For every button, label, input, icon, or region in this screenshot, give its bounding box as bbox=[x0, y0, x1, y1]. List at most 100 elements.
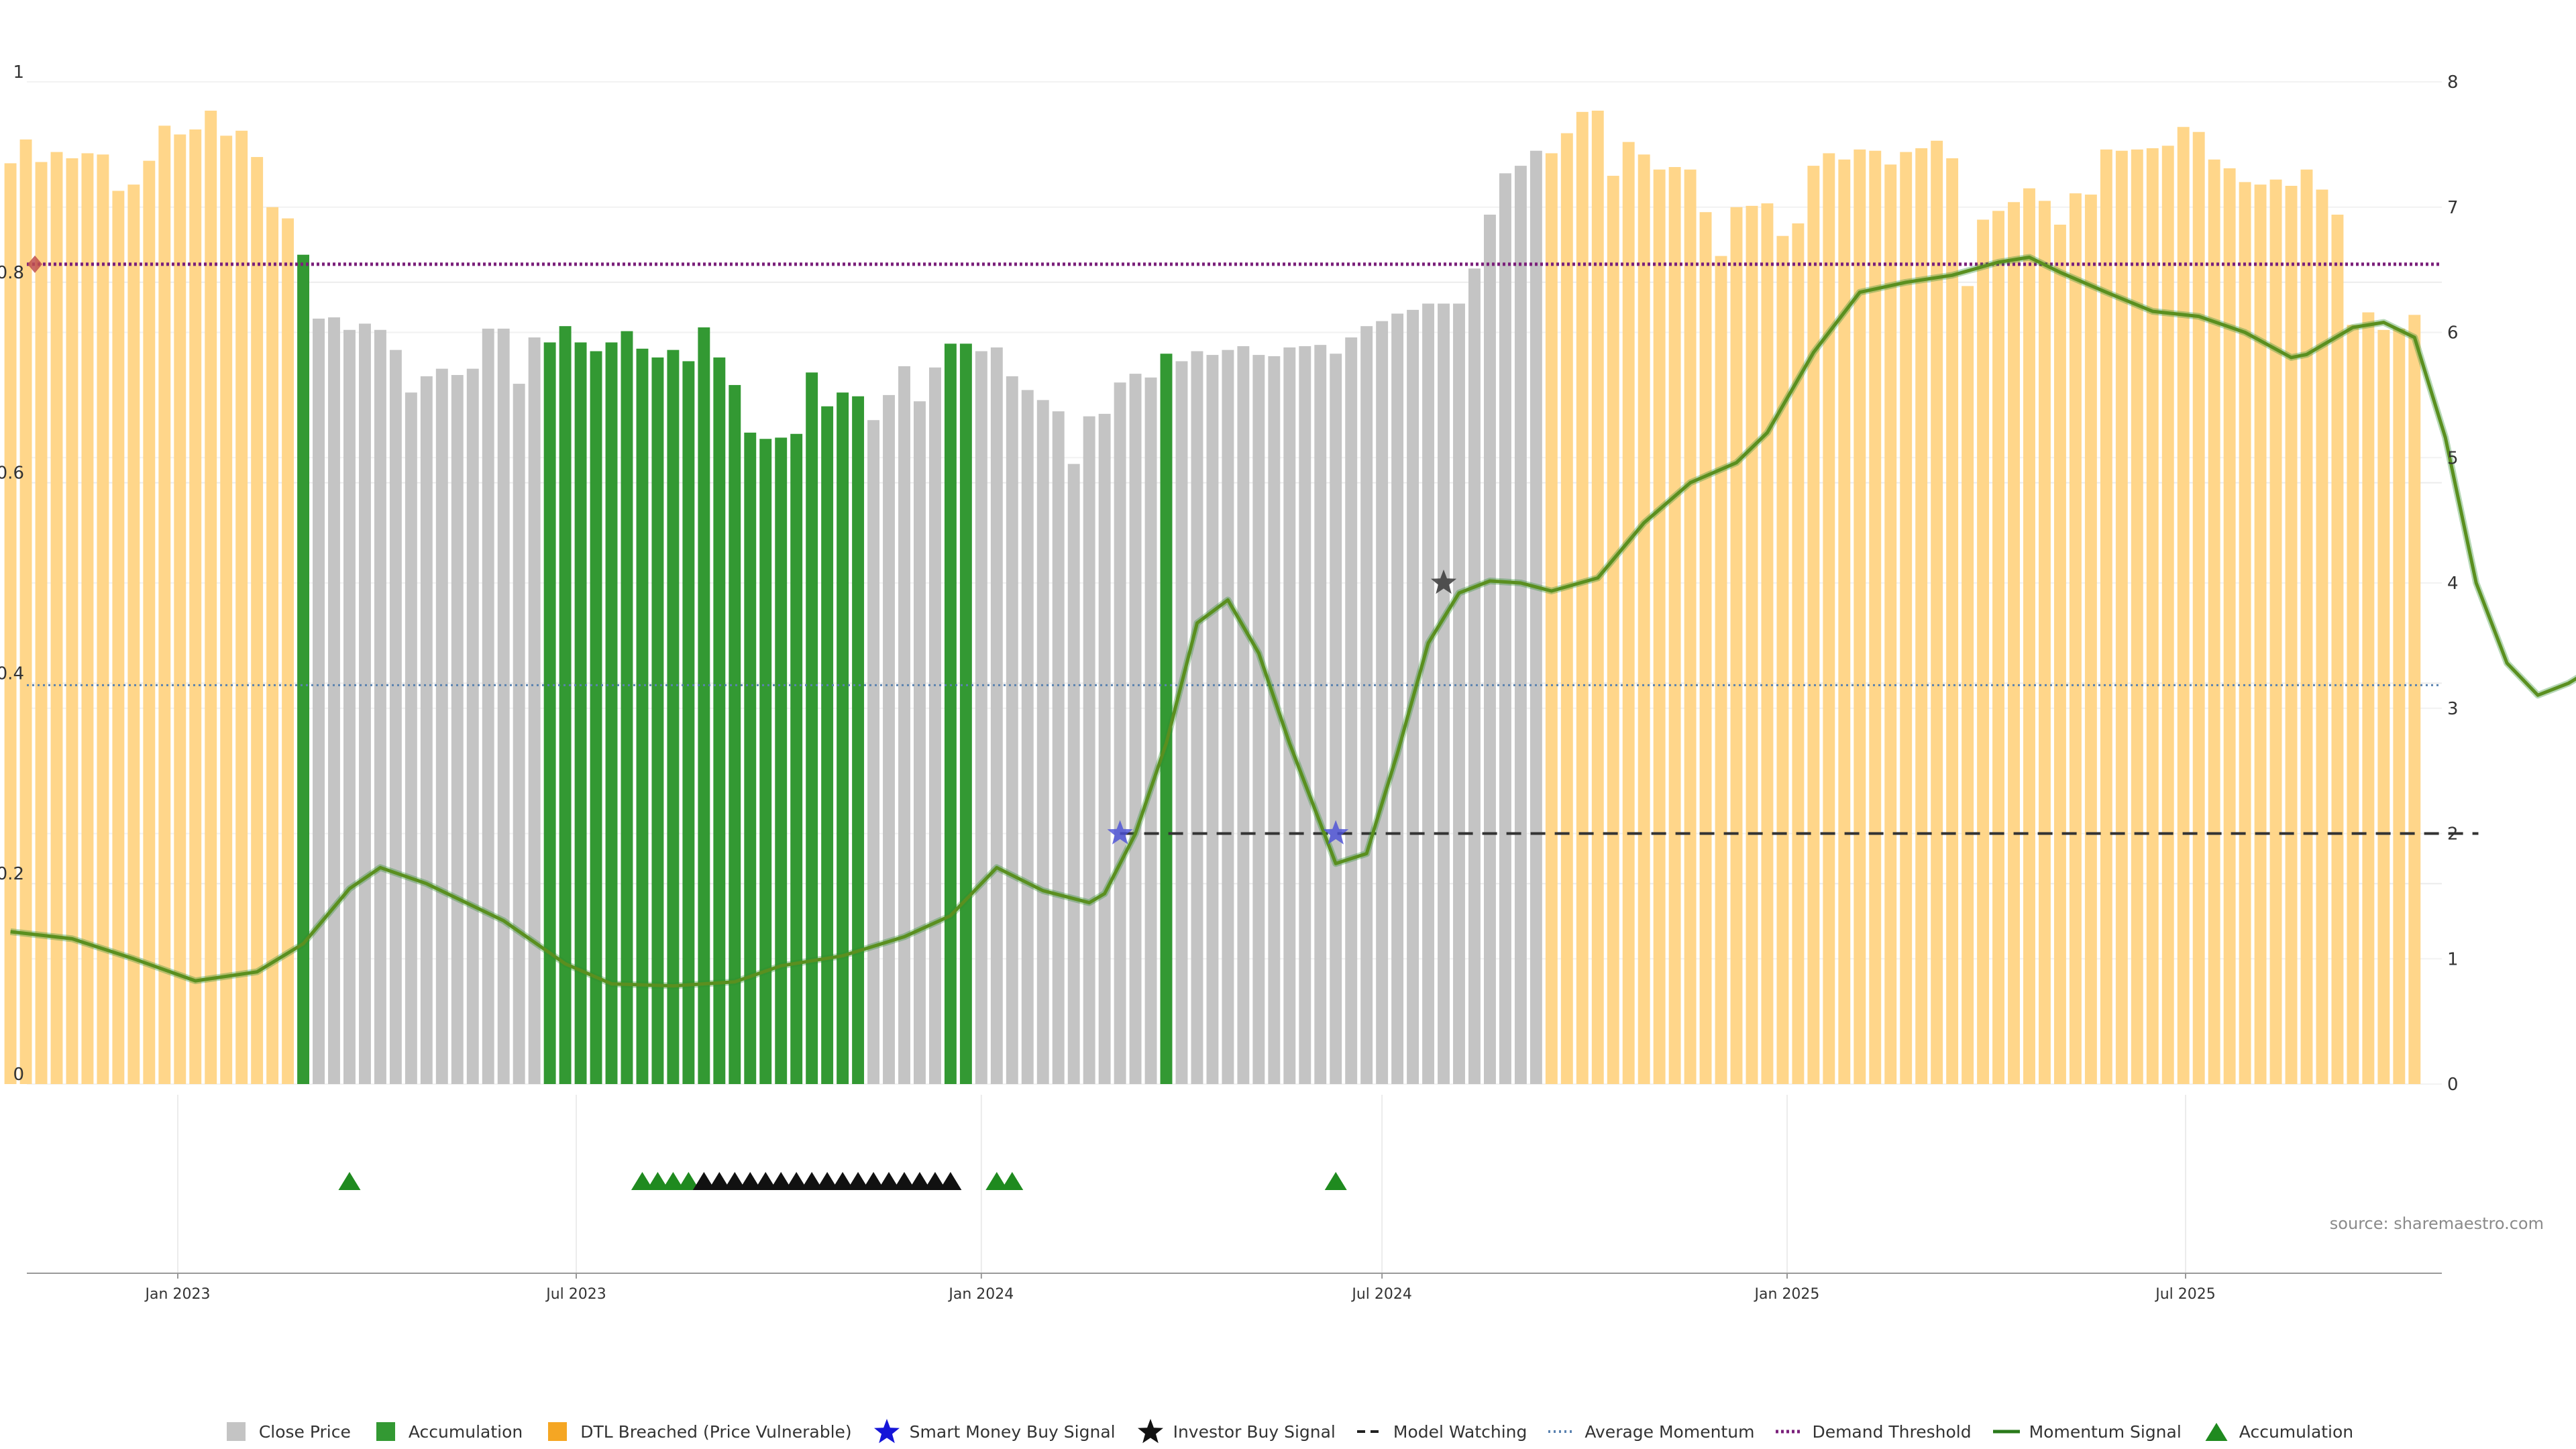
legend-label-close: Close Price bbox=[258, 1421, 351, 1442]
bar-83 bbox=[1283, 347, 1296, 1085]
legend-symbol-close bbox=[223, 1418, 250, 1445]
bar-46 bbox=[713, 357, 726, 1084]
legend: Close Price Accumulation DTL Breached (Pri… bbox=[0, 1417, 2576, 1446]
bar-85 bbox=[1314, 345, 1327, 1084]
left-tick-label-3: 0.6 bbox=[0, 464, 24, 484]
bar-144 bbox=[2223, 168, 2236, 1084]
bar-148 bbox=[2285, 186, 2298, 1085]
bar-92 bbox=[1422, 303, 1435, 1084]
accumulation-marker-black-15 bbox=[924, 1172, 947, 1190]
bar-26 bbox=[405, 392, 417, 1084]
bar-95 bbox=[1468, 268, 1481, 1084]
bar-126 bbox=[1946, 158, 1959, 1085]
left-tick-label-1: 0.2 bbox=[0, 864, 24, 884]
bar-54 bbox=[837, 392, 849, 1084]
x-tick-label-1: Jul 2023 bbox=[545, 1286, 606, 1303]
bar-101 bbox=[1560, 133, 1573, 1084]
bar-103 bbox=[1591, 110, 1604, 1084]
bar-1 bbox=[19, 139, 32, 1084]
bar-107 bbox=[1653, 169, 1666, 1085]
accumulation-marker-green-3 bbox=[661, 1172, 684, 1190]
bar-8 bbox=[127, 184, 140, 1084]
accumulation-marker-black-13 bbox=[893, 1172, 916, 1190]
bar-53 bbox=[821, 406, 834, 1084]
legend-symbol-demand bbox=[1776, 1418, 1803, 1445]
bar-0 bbox=[4, 163, 17, 1085]
bar-28 bbox=[435, 368, 448, 1084]
accumulation-marker-black-9 bbox=[831, 1172, 854, 1190]
legend-label-accumulation: Accumulation bbox=[408, 1421, 523, 1442]
accumulation-marker-green-7 bbox=[1324, 1172, 1347, 1190]
bar-138 bbox=[2131, 149, 2143, 1085]
bar-97 bbox=[1499, 173, 1511, 1084]
bar-61 bbox=[944, 343, 957, 1084]
bar-121 bbox=[1869, 150, 1882, 1084]
bar-64 bbox=[990, 347, 1003, 1085]
bar-10 bbox=[158, 125, 171, 1084]
bar-43 bbox=[667, 350, 680, 1084]
bar-24 bbox=[374, 329, 386, 1084]
legend-label-avg: Average Momentum bbox=[1585, 1421, 1755, 1442]
bar-17 bbox=[266, 207, 279, 1084]
right-tick-label-1: 1 bbox=[2447, 949, 2459, 969]
bar-31 bbox=[482, 328, 494, 1085]
legend-symbol-smart bbox=[873, 1418, 900, 1445]
legend-symbol-dtl bbox=[544, 1418, 571, 1445]
bar-113 bbox=[1746, 205, 1758, 1084]
bar-114 bbox=[1761, 203, 1774, 1085]
legend-item-accumulation: Accumulation bbox=[372, 1418, 523, 1445]
bar-75 bbox=[1160, 354, 1173, 1084]
bar-119 bbox=[1838, 159, 1851, 1084]
bar-117 bbox=[1807, 166, 1820, 1084]
bar-42 bbox=[651, 357, 664, 1084]
bar-63 bbox=[975, 351, 987, 1085]
legend-item-smart: Smart Money Buy Signal bbox=[873, 1418, 1116, 1445]
left-tick-label-5: 1 bbox=[13, 62, 24, 83]
bar-94 bbox=[1453, 303, 1465, 1084]
bar-76 bbox=[1175, 361, 1188, 1084]
accumulation-marker-black-3 bbox=[739, 1172, 761, 1190]
bar-67 bbox=[1036, 400, 1049, 1084]
accumulation-marker-green-0 bbox=[338, 1172, 361, 1190]
accumulation-marker-black-14 bbox=[908, 1172, 931, 1190]
bar-127 bbox=[1962, 286, 1974, 1085]
bar-102 bbox=[1576, 111, 1589, 1084]
bar-18 bbox=[282, 218, 294, 1084]
bar-73 bbox=[1129, 374, 1142, 1085]
bar-150 bbox=[2316, 189, 2328, 1085]
accumulation-marker-black-5 bbox=[769, 1172, 792, 1190]
right-tick-label-5: 5 bbox=[2447, 448, 2459, 468]
legend-item-dtl: DTL Breached (Price Vulnerable) bbox=[544, 1418, 852, 1445]
bar-156 bbox=[2408, 315, 2421, 1085]
bar-132 bbox=[2039, 201, 2051, 1085]
bar-47 bbox=[729, 384, 741, 1084]
bar-100 bbox=[1545, 153, 1558, 1084]
bar-41 bbox=[636, 348, 649, 1084]
bar-82 bbox=[1268, 356, 1281, 1085]
bar-11 bbox=[174, 134, 186, 1084]
demand-threshold-marker bbox=[28, 255, 42, 273]
bar-147 bbox=[2269, 179, 2282, 1084]
legend-label-watch: Model Watching bbox=[1393, 1421, 1527, 1442]
legend-label-smart: Smart Money Buy Signal bbox=[909, 1421, 1116, 1442]
bar-80 bbox=[1237, 346, 1250, 1084]
accumulation-marker-black-2 bbox=[723, 1172, 746, 1190]
bar-152 bbox=[2347, 325, 2359, 1084]
bar-88 bbox=[1360, 326, 1373, 1085]
bar-33 bbox=[513, 384, 525, 1084]
bar-19 bbox=[297, 254, 310, 1085]
left-tick-label-2: 0.4 bbox=[0, 663, 24, 684]
bar-20 bbox=[313, 318, 325, 1084]
accumulation-marker-black-8 bbox=[816, 1172, 839, 1190]
bar-90 bbox=[1391, 313, 1404, 1084]
bar-55 bbox=[852, 396, 865, 1085]
bar-52 bbox=[806, 372, 818, 1084]
bar-125 bbox=[1931, 140, 1943, 1085]
accumulation-marker-black-4 bbox=[754, 1172, 777, 1190]
bar-153 bbox=[2362, 312, 2375, 1084]
accumulation-marker-black-1 bbox=[708, 1172, 731, 1190]
bar-69 bbox=[1067, 464, 1080, 1084]
x-tick-label-2: Jan 2024 bbox=[947, 1286, 1014, 1303]
legend-item-demand: Demand Threshold bbox=[1776, 1418, 1972, 1445]
bar-65 bbox=[1006, 376, 1018, 1084]
